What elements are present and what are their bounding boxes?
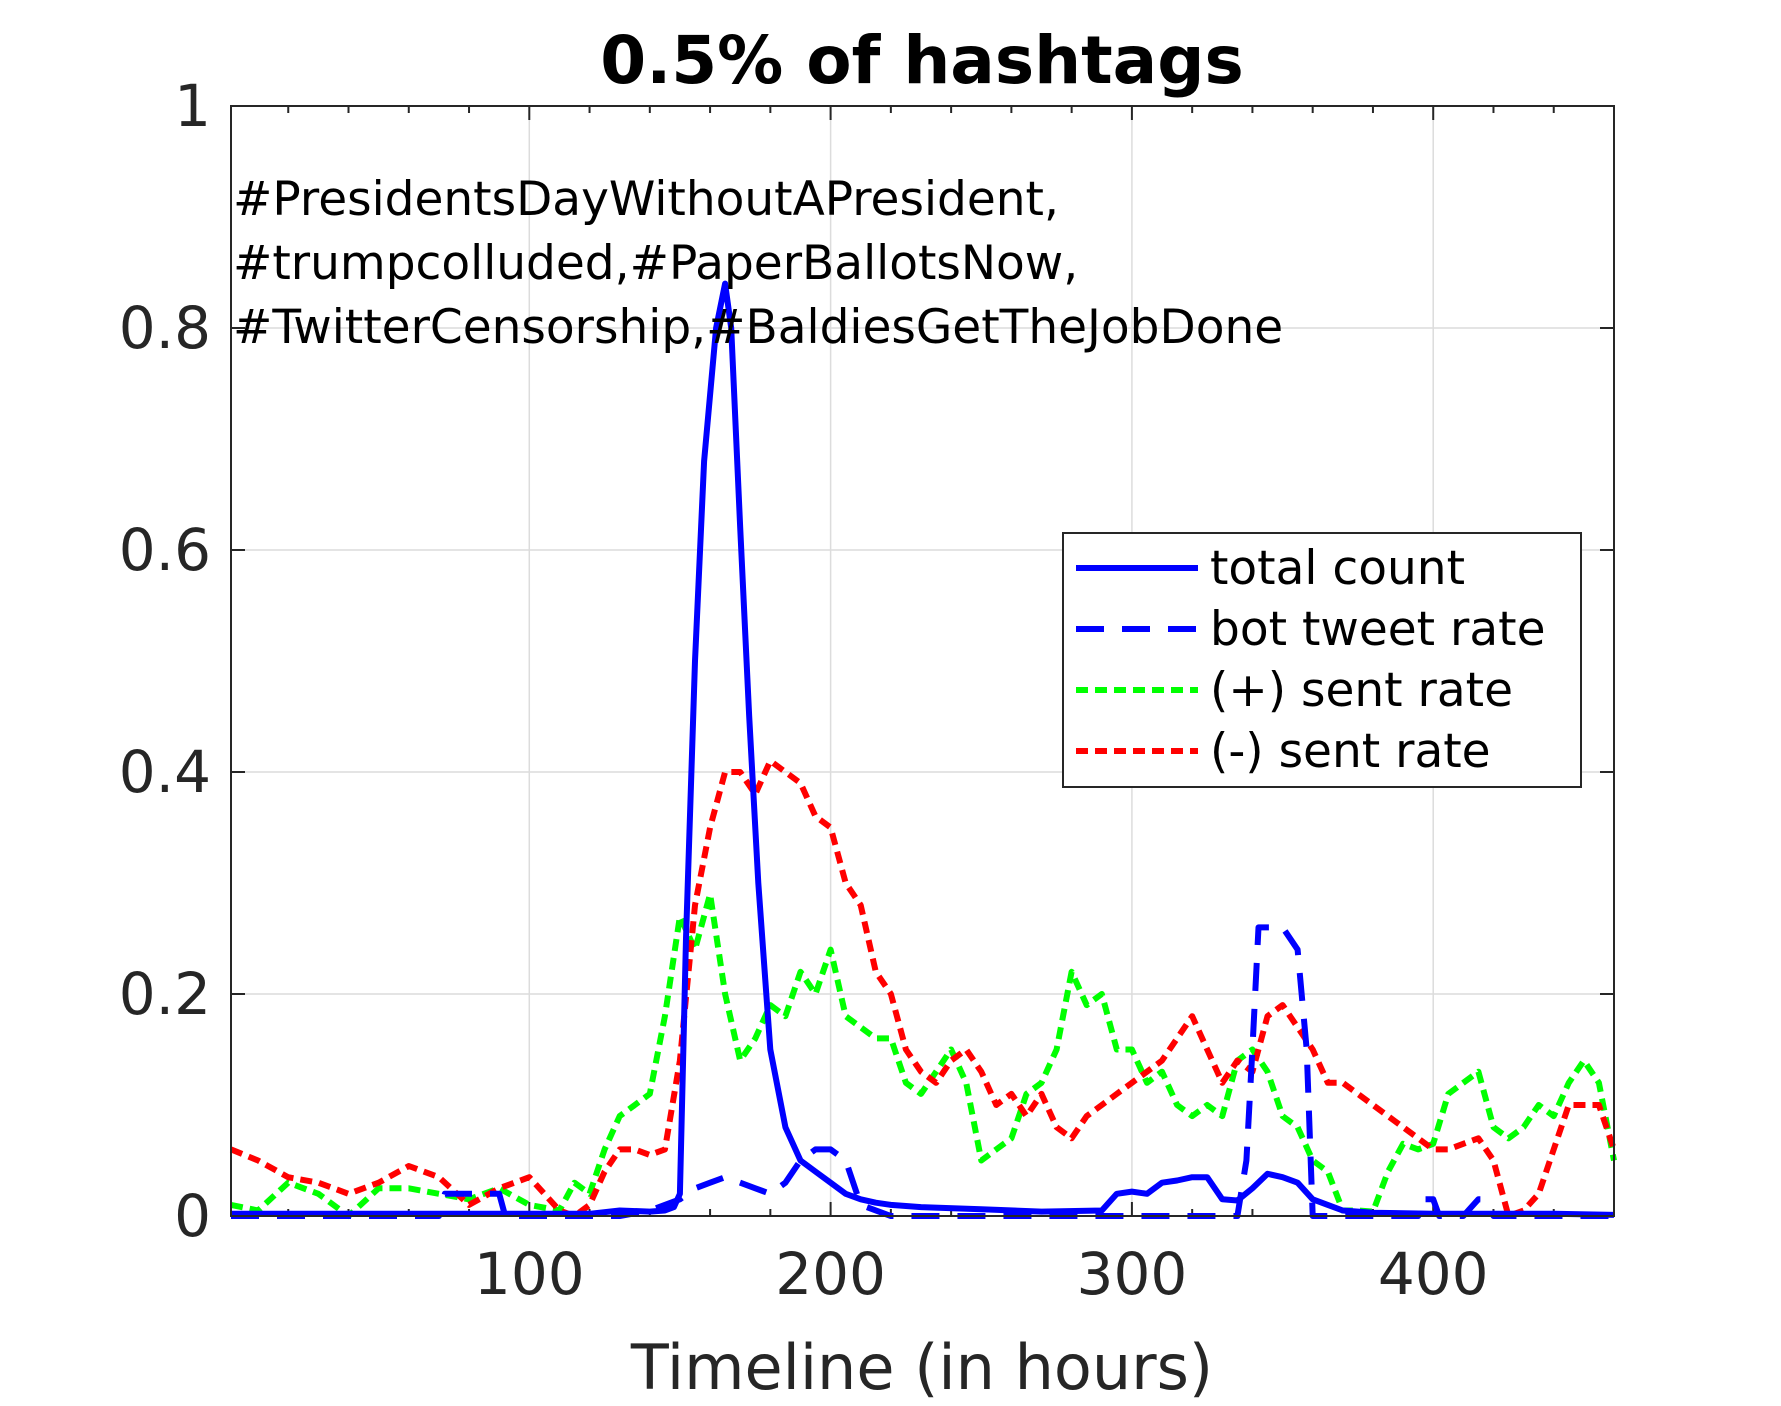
x-tick-labels: 100 200 300 400 <box>474 1240 1489 1308</box>
legend-label-negative-sent-rate: (-) sent rate <box>1210 724 1491 779</box>
series-line-bot-tweet-rate <box>231 924 1614 1219</box>
annotation-line-1: #PresidentsDayWithoutAPresident, <box>233 172 1059 227</box>
y-tick-label: 0.8 <box>119 294 211 362</box>
chart-title: 0.5% of hashtags <box>600 22 1243 99</box>
y-tick-label: 1 <box>174 72 211 140</box>
y-tick-label: 0.4 <box>119 738 211 806</box>
legend-label-total-count: total count <box>1210 541 1465 596</box>
series-line-positive-sent-rate <box>230 891 1617 1219</box>
axes-box <box>230 105 1615 1217</box>
y-tick-label: 0.2 <box>119 960 211 1028</box>
x-tick-label: 100 <box>474 1240 585 1308</box>
legend: total count bot tweet rate (+) sent rate… <box>1062 532 1582 788</box>
annotation-line-3: #TwitterCensorship,#BaldiesGetTheJobDone <box>233 300 1283 355</box>
legend-box <box>1062 532 1582 788</box>
legend-label-bot-tweet-rate: bot tweet rate <box>1210 602 1546 657</box>
legend-label-positive-sent-rate: (+) sent rate <box>1210 663 1513 718</box>
series-line-negative-sent-rate <box>229 757 1617 1219</box>
hashtag-annotation: #PresidentsDayWithoutAPresident, #trumpc… <box>233 172 1283 355</box>
x-tick-label: 400 <box>1378 1240 1489 1308</box>
x-tick-label: 300 <box>1077 1240 1188 1308</box>
y-tick-labels: 0 0.2 0.4 0.6 0.8 1 <box>119 72 211 1250</box>
x-tick-label: 200 <box>775 1240 886 1308</box>
series-line-total-count <box>231 280 1615 1218</box>
y-tick-label: 0 <box>174 1182 211 1250</box>
series-layer <box>229 280 1617 1219</box>
y-tick-label: 0.6 <box>119 516 211 584</box>
annotation-line-2: #trumpcolluded,#PaperBallotsNow, <box>233 236 1078 291</box>
x-axis-label: Timeline (in hours) <box>630 1331 1213 1404</box>
